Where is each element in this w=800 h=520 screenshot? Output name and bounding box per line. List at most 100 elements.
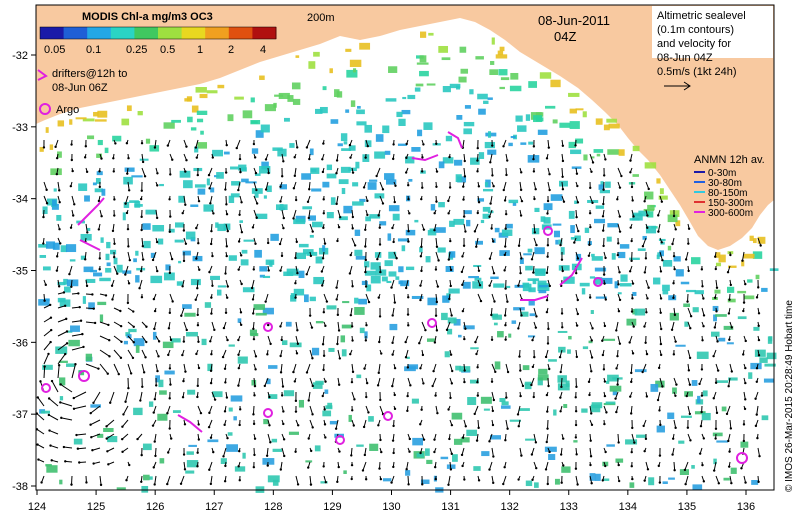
chl-patch [451,412,463,420]
chl-patch [188,444,197,447]
chl-patch [750,362,762,370]
chl-patch [718,337,726,342]
velocity-arrow-head [702,480,706,483]
chl-patch [534,207,540,213]
colorbar-legend: MODIS Chl-a mg/m3 OC3 0.05 0.1 0.25 0.5 … [39,11,277,56]
velocity-arrow-head [140,480,143,483]
chl-patch [473,466,481,471]
velocity-arrow [224,181,227,190]
velocity-arrow-head [532,271,535,274]
velocity-arrow [559,349,563,358]
velocity-arrow-head [350,325,354,328]
velocity-arrow-head [701,339,704,342]
chl-patch [685,289,696,293]
velocity-arrow-head [588,296,592,299]
chl-patch [305,460,313,463]
velocity-arrow-head [712,354,715,358]
velocity-arrow-head [281,385,285,388]
velocity-arrow-head [520,199,524,203]
velocity-arrow-head [107,323,110,327]
velocity-arrow-head [153,398,157,401]
chl-patch [401,245,406,252]
velocity-arrow-head [684,482,687,486]
velocity-arrow-head [393,366,397,370]
velocity-arrow [127,363,132,374]
velocity-arrow-head [715,286,719,289]
velocity-arrow-head [630,310,634,313]
velocity-arrow [166,405,171,414]
chl-patch [168,228,175,233]
velocity-arrow [57,181,60,191]
chl-patch [228,407,233,412]
velocity-arrow-head [82,345,85,349]
velocity-arrow-head [70,143,73,146]
velocity-arrow-head [224,464,227,468]
velocity-arrow-head [713,296,717,299]
velocity-arrow [306,363,311,373]
velocity-arrow-head [196,323,200,327]
chl-patch [183,180,193,189]
chl-patch [66,279,79,287]
velocity-arrow [504,307,507,316]
velocity-arrow-head [546,410,549,413]
velocity-arrow [435,405,438,414]
chl-patch [240,259,249,266]
velocity-arrow [337,321,340,331]
chl-patch [620,274,628,282]
velocity-arrow-head [323,408,326,411]
chl-patch [210,187,215,193]
velocity-arrow-head [253,437,257,440]
velocity-arrow-head [92,401,95,405]
chl-patch [69,119,73,125]
velocity-arrow-head [460,453,464,457]
chl-patch [544,446,557,452]
velocity-arrow-head [224,311,228,314]
velocity-arrow [239,223,243,233]
chl-patch [201,338,207,346]
velocity-arrow-head [279,325,282,328]
chl-patch [493,283,505,288]
velocity-arrow [222,349,227,358]
velocity-arrow-head [114,142,117,145]
velocity-arrow-head [265,454,269,457]
velocity-arrow-head [337,329,341,332]
velocity-arrow-head [602,273,606,276]
velocity-arrow-head [461,309,465,313]
velocity-arrow-head [520,171,523,174]
velocity-arrow-head [48,429,51,432]
colorbar-tick: 4 [260,44,266,56]
velocity-arrow-head [105,425,108,428]
chl-patch [716,440,729,443]
velocity-arrow-head [574,467,578,470]
velocity-arrow-head [309,483,313,486]
velocity-arrow-head [64,352,67,356]
velocity-arrow-head [335,298,338,301]
velocity-arrow [322,335,325,345]
chl-patch [185,470,195,474]
velocity-arrow-head [47,352,50,356]
chl-patch [494,361,501,370]
chl-patch [259,75,265,80]
chl-patch [199,93,208,99]
velocity-arrow-head [643,271,647,274]
velocity-arrow-head [36,396,40,399]
chl-patch [309,296,316,302]
velocity-arrow-head [424,328,427,332]
lon-tick-label: 126 [146,501,164,513]
velocity-arrow [225,223,229,232]
chl-patch [293,218,306,225]
velocity-arrow [435,237,438,247]
velocity-arrow-head [491,409,495,413]
drifter-legend-line1: drifters@12h to [52,68,127,80]
velocity-arrow-head [715,411,719,415]
velocity-arrow-head [630,185,634,189]
chl-patch [210,275,220,280]
velocity-arrow-head [335,202,338,206]
chl-patch [534,482,539,488]
velocity-arrow-head [307,466,310,469]
chl-patch [632,213,643,221]
velocity-arrow-head [394,184,397,187]
velocity-arrow [236,139,241,149]
velocity-arrow-head [545,393,549,397]
chl-patch [174,239,184,243]
